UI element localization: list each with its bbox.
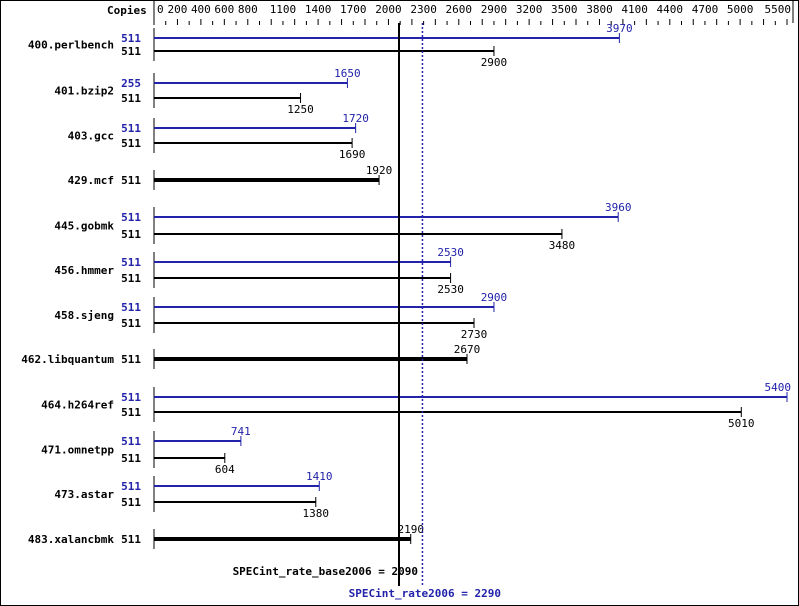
peak-copies: 511 <box>121 122 141 135</box>
peak-value: 3970 <box>606 22 633 35</box>
peak-value: 1410 <box>306 470 333 483</box>
peak-value: 1650 <box>334 67 361 80</box>
base-value: 1690 <box>339 148 366 161</box>
base-copies: 511 <box>121 228 141 241</box>
base-value: 1920 <box>366 164 393 177</box>
base-value: 1380 <box>303 507 330 520</box>
tick-label: 1700 <box>340 3 367 16</box>
peak-copies: 511 <box>121 32 141 45</box>
tick-label: 800 <box>238 3 258 16</box>
base-value: 2190 <box>397 523 424 536</box>
peak-value: 741 <box>231 425 251 438</box>
base-value: 2670 <box>454 343 481 356</box>
base-copies: 511 <box>121 353 141 366</box>
peak-value: 1720 <box>342 112 369 125</box>
base-copies: 511 <box>121 496 141 509</box>
base-copies: 511 <box>121 174 141 187</box>
tick-label: 600 <box>214 3 234 16</box>
tick-label: 2300 <box>410 3 437 16</box>
peak-value: 2900 <box>481 291 508 304</box>
benchmark-name: 473.astar <box>54 488 114 501</box>
peak-copies: 511 <box>121 435 141 448</box>
tick-label: 2000 <box>375 3 402 16</box>
base-copies: 511 <box>121 533 141 546</box>
benchmark-name: 462.libquantum <box>21 353 114 366</box>
tick-label: 5500 <box>765 3 792 16</box>
benchmark-name: 471.omnetpp <box>41 444 114 457</box>
base-value: 5010 <box>728 417 755 430</box>
peak-copies: 511 <box>121 391 141 404</box>
tick-label: 1400 <box>305 3 332 16</box>
axis-label: Copies <box>107 4 147 17</box>
tick-label: 5000 <box>727 3 754 16</box>
tick-label: 400 <box>191 3 211 16</box>
base-value: 2730 <box>461 328 488 341</box>
tick-label: 4700 <box>692 3 719 16</box>
base-copies: 511 <box>121 452 141 465</box>
base-copies: 511 <box>121 317 141 330</box>
base-copies: 511 <box>121 406 141 419</box>
base-value: 2530 <box>437 283 464 296</box>
benchmark-name: 483.xalancbmk <box>28 533 114 546</box>
tick-label: 2900 <box>481 3 508 16</box>
tick-label: 2600 <box>446 3 473 16</box>
tick-label: 4400 <box>657 3 684 16</box>
peak-value: 2530 <box>437 246 464 259</box>
peak-copies: 511 <box>121 301 141 314</box>
tick-label: 200 <box>168 3 188 16</box>
benchmark-name: 401.bzip2 <box>54 85 114 98</box>
peak-value: 5400 <box>765 381 792 394</box>
tick-label: 4100 <box>621 3 648 16</box>
peak-copies: 511 <box>121 211 141 224</box>
tick-label: 3500 <box>551 3 578 16</box>
tick-label: 3800 <box>586 3 613 16</box>
peak-value: 3960 <box>605 201 632 214</box>
base-summary-label: SPECint_rate_base2006 = 2090 <box>233 565 418 578</box>
peak-summary-label: SPECint_rate2006 = 2290 <box>349 587 501 600</box>
base-copies: 511 <box>121 92 141 105</box>
tick-label: 0 <box>157 3 164 16</box>
peak-copies: 511 <box>121 480 141 493</box>
tick-label: 3200 <box>516 3 543 16</box>
base-copies: 511 <box>121 137 141 150</box>
benchmark-name: 456.hmmer <box>54 264 114 277</box>
benchmark-name: 464.h264ref <box>41 399 114 412</box>
benchmark-name: 458.sjeng <box>54 309 114 322</box>
base-value: 3480 <box>549 239 576 252</box>
peak-copies: 255 <box>121 77 141 90</box>
benchmark-name: 445.gobmk <box>54 220 114 233</box>
peak-copies: 511 <box>121 256 141 269</box>
benchmark-name: 403.gcc <box>68 130 114 143</box>
benchmark-name: 429.mcf <box>68 174 114 187</box>
base-copies: 511 <box>121 45 141 58</box>
tick-label: 1100 <box>270 3 297 16</box>
base-value: 1250 <box>287 103 314 116</box>
base-value: 2900 <box>481 56 508 69</box>
base-copies: 511 <box>121 272 141 285</box>
benchmark-name: 400.perlbench <box>28 39 114 52</box>
base-value: 604 <box>215 463 235 476</box>
